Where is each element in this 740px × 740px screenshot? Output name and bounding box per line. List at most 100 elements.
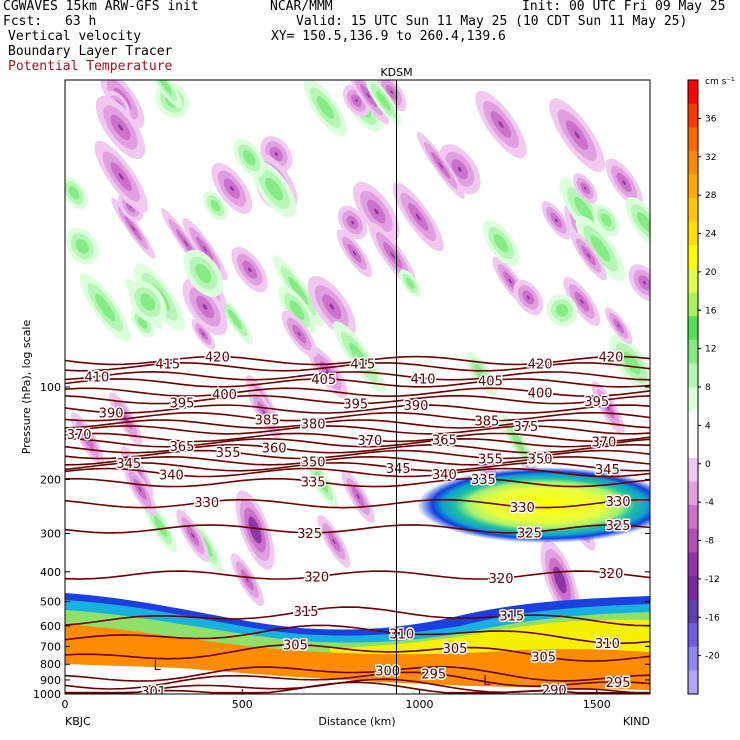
- colorbar-swatch: [688, 481, 698, 506]
- isentrope-label: 335: [471, 473, 496, 488]
- downdraft-cell: [95, 95, 146, 160]
- isentrope-label: 305: [283, 639, 308, 654]
- isentrope-label: 370: [591, 435, 616, 450]
- isentrope-label: 325: [517, 526, 542, 541]
- updraft-cell: [233, 138, 266, 178]
- isentrope-395: [65, 394, 650, 405]
- isentrope-label: 420: [528, 357, 553, 372]
- isentrope-label: 330: [606, 495, 631, 510]
- isentrope-label: 390: [99, 407, 124, 422]
- isentrope-label: 300: [375, 665, 400, 680]
- colorbar-label: -16: [705, 613, 720, 623]
- y-tick-label: 500: [40, 596, 61, 609]
- isentrope-label: 390: [404, 399, 429, 414]
- isentrope-label: 340: [159, 468, 184, 483]
- colorbar-swatch: [688, 410, 698, 435]
- downdraft-cell: [392, 182, 444, 252]
- isentrope-310: [65, 624, 650, 645]
- downdraft-cell: [307, 275, 357, 338]
- downdraft-cell: [341, 470, 375, 523]
- isentrope-410: [65, 370, 650, 381]
- y-tick-label: 900: [40, 674, 61, 687]
- updraft-cell: [464, 352, 498, 395]
- isentrope-405: [65, 378, 650, 388]
- updraft-cell: [148, 80, 183, 108]
- downdraft-cell: [281, 310, 317, 358]
- isentrope-label: 295: [606, 676, 631, 691]
- isentrope-label: 385: [474, 415, 499, 430]
- colorbar-label: 12: [705, 345, 716, 355]
- updraft-cell: [482, 220, 520, 267]
- colorbar-swatch: [688, 363, 698, 388]
- downdraft-cell: [182, 278, 228, 336]
- isentrope-label: 290: [542, 684, 567, 699]
- producer-label: NCAR/MMM: [270, 0, 333, 14]
- colorbar-swatch: [688, 316, 698, 341]
- isentrope-350: [65, 455, 650, 466]
- colorbar-label: 4: [705, 421, 711, 431]
- isentrope-label: 320: [599, 567, 624, 582]
- downdraft-cell: [563, 277, 601, 327]
- downdraft-cell: [230, 553, 264, 607]
- downdraft-cell: [540, 540, 580, 620]
- colorbar-swatch: [688, 623, 698, 648]
- isentrope-label: 340: [432, 468, 457, 483]
- downdraft-cell: [353, 181, 400, 242]
- low-marker: L: [154, 659, 162, 674]
- colorbar-label: 36: [705, 114, 717, 124]
- isentrope-label: 301: [141, 685, 166, 700]
- isentrope-label: 395: [170, 396, 195, 411]
- colorbar-swatch: [688, 434, 698, 459]
- downdraft-cell: [416, 131, 465, 199]
- downdraft-cell: [549, 98, 605, 173]
- cross-section-endpoints: XY= 150.5,136.9 to 260.4,139.6: [271, 29, 506, 44]
- colorbar-swatch: [688, 198, 698, 223]
- updraft-cell: [303, 80, 348, 137]
- isentrope-label: 410: [84, 370, 109, 385]
- isentrope-label: 315: [294, 605, 319, 620]
- isentrope-345: [65, 461, 650, 472]
- updraft-cell: [546, 294, 578, 327]
- isentrope-label: 365: [432, 434, 457, 449]
- downdraft-cell: [307, 345, 348, 399]
- colorbar-label: 16: [705, 306, 717, 316]
- isentrope-label: 305: [443, 642, 468, 657]
- isentrope-360: [65, 443, 650, 454]
- isentrope-380: [65, 419, 650, 429]
- isentrope-labels: 420 420 420 415 415 410 410 405 405 400 400 395 395 3…: [65, 349, 632, 700]
- isentrope-label: 380: [301, 418, 326, 433]
- isentrope-390: [65, 404, 650, 414]
- downdraft-cell: [438, 144, 481, 195]
- colorbar-label: 8: [705, 383, 711, 393]
- forecast-label: Fcst:: [3, 14, 43, 29]
- isentrope-305: [65, 643, 650, 662]
- isentrope-label: 365: [170, 440, 195, 455]
- updraft-cell: [625, 197, 650, 247]
- isentrope-295: [65, 671, 650, 690]
- isentrope-label: 415: [350, 358, 375, 373]
- colorbar-unit: cm s⁻¹: [705, 77, 735, 87]
- isentrope-label: 330: [510, 501, 535, 516]
- updraft-cell: [79, 273, 131, 342]
- downdraft-cell: [191, 318, 216, 350]
- updraft-cell: [65, 176, 88, 210]
- downdraft-cell: [211, 162, 253, 215]
- isentrope-325: [65, 524, 650, 534]
- isentrope-330: [65, 498, 650, 509]
- colorbar-label: 20: [705, 268, 717, 278]
- downdraft-cell: [513, 279, 544, 315]
- isentrope-label: 335: [301, 475, 326, 490]
- isentrope-label: 305: [531, 651, 556, 666]
- updraft-cell: [575, 215, 626, 282]
- colorbar-swatch: [688, 575, 698, 601]
- isentrope-290: [65, 678, 650, 694]
- isentrope-label: 310: [389, 627, 414, 642]
- isentrope-label: 345: [116, 457, 141, 472]
- updraft-cell: [501, 414, 535, 468]
- isentrope-335: [65, 477, 650, 488]
- isentrope-420: [65, 355, 650, 366]
- y-tick-label: 100: [40, 381, 61, 394]
- downdraft-cell: [573, 173, 598, 204]
